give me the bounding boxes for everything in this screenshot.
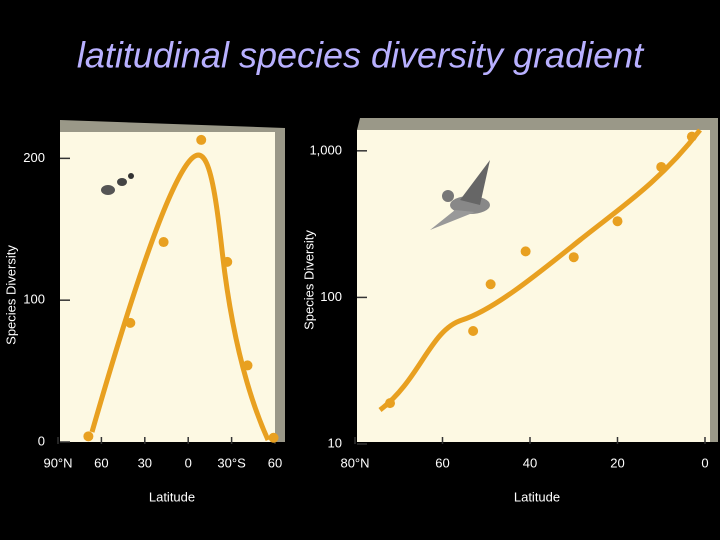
trend-curve bbox=[89, 152, 271, 442]
y-tick-label: 100 bbox=[320, 289, 342, 304]
x-tick-label: 30°S bbox=[217, 455, 246, 470]
x-axis-title: Latitude bbox=[514, 489, 560, 504]
data-point bbox=[222, 256, 233, 267]
data-point bbox=[612, 216, 623, 227]
data-point bbox=[568, 252, 579, 263]
y-tick-label: 10 bbox=[328, 435, 342, 450]
data-point bbox=[468, 325, 479, 336]
y-tick-label: 200 bbox=[23, 150, 45, 165]
x-tick-label: 40 bbox=[523, 455, 537, 470]
y-axis-title: Species Diversity bbox=[3, 245, 18, 345]
trend-curve bbox=[378, 128, 702, 412]
x-tick-label: 30 bbox=[138, 455, 152, 470]
data-point bbox=[158, 237, 169, 248]
x-tick-label: 60 bbox=[94, 455, 108, 470]
data-point bbox=[520, 246, 531, 257]
x-tick-label: 60 bbox=[268, 455, 282, 470]
data-point bbox=[83, 431, 94, 442]
x-tick-label: 80°N bbox=[340, 455, 369, 470]
data-point bbox=[125, 317, 136, 328]
slide-title: latitudinal species diversity gradient bbox=[77, 35, 645, 76]
y-tick-label: 0 bbox=[38, 433, 45, 448]
bird-icon bbox=[430, 160, 490, 230]
x-tick-label: 90°N bbox=[43, 455, 72, 470]
x-tick-label: 0 bbox=[185, 455, 192, 470]
y-tick-label: 1,000 bbox=[309, 142, 342, 157]
x-tick-label: 60 bbox=[435, 455, 449, 470]
ant-icon bbox=[101, 173, 134, 195]
y-tick-label: 100 bbox=[23, 292, 45, 307]
x-tick-label: 0 bbox=[701, 455, 708, 470]
data-point bbox=[656, 161, 667, 172]
x-tick-label: 20 bbox=[610, 455, 624, 470]
data-point bbox=[242, 360, 253, 371]
data-point bbox=[196, 134, 207, 145]
panel bbox=[60, 132, 275, 442]
data-point bbox=[385, 398, 395, 409]
data-point bbox=[686, 131, 697, 142]
y-axis-title: Species Diversity bbox=[301, 230, 316, 330]
x-axis-title: Latitude bbox=[149, 489, 195, 504]
data-point bbox=[268, 432, 279, 443]
data-point bbox=[485, 279, 496, 290]
